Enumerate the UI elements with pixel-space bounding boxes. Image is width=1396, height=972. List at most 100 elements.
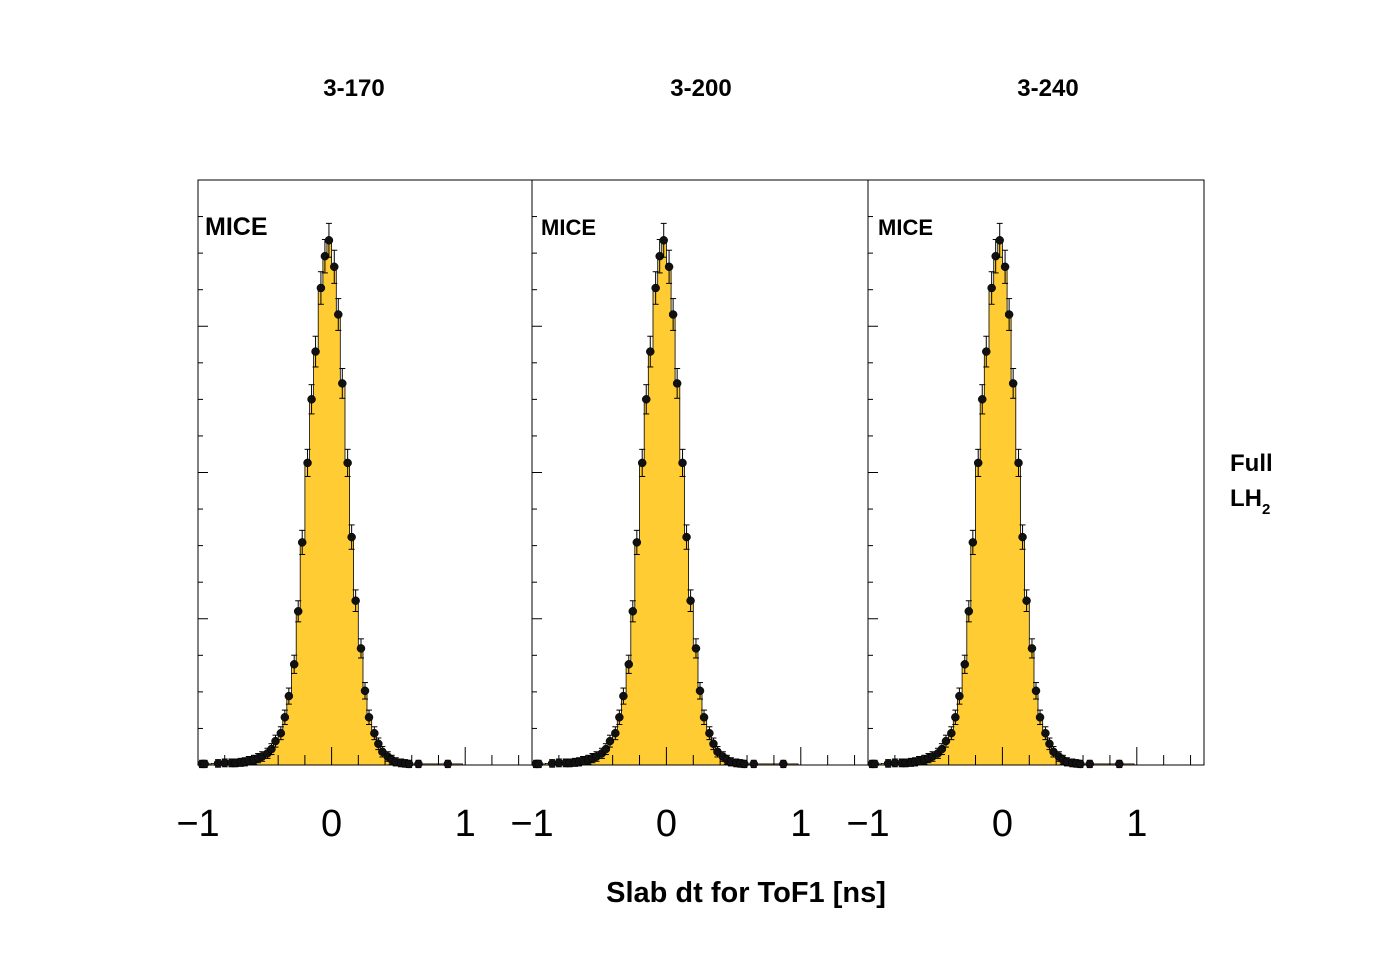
data-point bbox=[414, 759, 423, 769]
panel-frame bbox=[197, 179, 533, 766]
data-point bbox=[1045, 739, 1054, 749]
x-axis-title: Slab dt for ToF1 [ns] bbox=[606, 877, 886, 909]
data-point bbox=[1041, 728, 1050, 738]
histogram bbox=[870, 239, 1135, 766]
data-point bbox=[1085, 759, 1095, 769]
data-point bbox=[360, 686, 370, 696]
mice-label: MICE bbox=[541, 215, 596, 240]
data-point bbox=[356, 644, 366, 653]
x-tick-label: 1 bbox=[790, 803, 811, 845]
data-point bbox=[601, 744, 611, 754]
data-point bbox=[646, 347, 655, 356]
data-point bbox=[628, 607, 638, 616]
mice-label: MICE bbox=[205, 213, 268, 241]
data-point bbox=[960, 660, 970, 669]
data-point bbox=[991, 251, 1000, 261]
data-point bbox=[937, 744, 947, 754]
panel-1: 3-170 −1 0 1 MICE bbox=[176, 75, 533, 845]
data-point bbox=[973, 458, 983, 468]
data-point bbox=[664, 262, 674, 272]
data-point bbox=[987, 283, 996, 293]
data-point bbox=[1115, 759, 1124, 769]
data-point bbox=[1000, 262, 1010, 272]
data-point bbox=[691, 644, 701, 653]
data-point bbox=[678, 458, 687, 468]
data-point bbox=[303, 458, 312, 468]
data-point bbox=[200, 759, 209, 769]
data-point bbox=[705, 728, 714, 738]
data-point bbox=[289, 660, 299, 669]
panel-title: 3-170 bbox=[323, 75, 384, 102]
data-point bbox=[611, 728, 620, 738]
data-point bbox=[324, 236, 334, 245]
data-point bbox=[977, 395, 987, 404]
data-point bbox=[293, 607, 303, 616]
data-point bbox=[1031, 686, 1041, 696]
data-point bbox=[534, 759, 543, 769]
data-point bbox=[651, 283, 660, 293]
data-point bbox=[659, 236, 668, 245]
data-point bbox=[941, 736, 951, 746]
data-point bbox=[343, 458, 352, 468]
x-tick-label: 1 bbox=[455, 803, 476, 845]
histogram bbox=[534, 239, 799, 766]
data-point bbox=[951, 713, 960, 722]
data-point bbox=[632, 538, 642, 547]
panel-frame bbox=[531, 179, 869, 766]
data-point bbox=[615, 713, 624, 722]
data-point bbox=[955, 691, 964, 701]
panel-3: 3-240 −1 0 1 MICE bbox=[846, 75, 1205, 845]
panel-frame bbox=[867, 179, 1205, 766]
data-point bbox=[404, 759, 414, 769]
data-point bbox=[995, 236, 1004, 245]
data-point bbox=[709, 739, 718, 749]
data-point bbox=[870, 759, 879, 769]
data-point bbox=[330, 262, 339, 272]
data-point bbox=[443, 759, 453, 769]
panel-title: 3-200 bbox=[670, 75, 731, 102]
row-label-line1: Full bbox=[1230, 450, 1273, 477]
data-point bbox=[982, 347, 991, 356]
data-point bbox=[964, 607, 974, 616]
data-point bbox=[276, 728, 286, 738]
data-point bbox=[699, 713, 709, 722]
panel-title: 3-240 bbox=[1017, 75, 1078, 102]
data-point bbox=[1035, 713, 1045, 722]
panel-2: 3-200 −1 0 1 MICE bbox=[510, 75, 869, 845]
x-tick-label: −1 bbox=[176, 803, 219, 845]
data-point bbox=[686, 596, 695, 605]
data-point bbox=[668, 310, 678, 319]
data-point bbox=[1022, 596, 1031, 605]
data-point bbox=[605, 736, 615, 746]
data-point bbox=[968, 538, 978, 547]
data-point bbox=[695, 686, 705, 696]
data-point bbox=[267, 744, 276, 754]
data-point bbox=[320, 251, 330, 261]
data-point bbox=[307, 395, 316, 404]
row-label-line2-sub: 2 bbox=[1262, 501, 1270, 518]
data-point bbox=[284, 691, 294, 701]
data-point bbox=[271, 736, 280, 746]
data-point bbox=[316, 283, 326, 293]
row-label-line2-main: LH bbox=[1230, 485, 1262, 512]
data-point bbox=[370, 728, 379, 738]
data-point bbox=[297, 538, 307, 547]
data-point bbox=[624, 660, 634, 669]
data-point bbox=[655, 251, 664, 261]
row-label-line2: LH2 bbox=[1230, 485, 1270, 518]
x-tick-label: 0 bbox=[992, 803, 1013, 845]
data-point bbox=[334, 310, 343, 319]
mice-label: MICE bbox=[878, 215, 933, 240]
x-tick-label: −1 bbox=[510, 803, 553, 845]
data-point bbox=[347, 532, 356, 542]
data-point bbox=[374, 739, 383, 749]
data-point bbox=[338, 379, 347, 388]
data-point bbox=[1027, 644, 1037, 653]
data-point bbox=[1004, 310, 1014, 319]
x-tick-label: 1 bbox=[1126, 803, 1147, 845]
data-point bbox=[311, 347, 320, 356]
x-tick-label: −1 bbox=[846, 803, 889, 845]
data-point bbox=[1076, 759, 1085, 769]
data-point bbox=[740, 759, 749, 769]
